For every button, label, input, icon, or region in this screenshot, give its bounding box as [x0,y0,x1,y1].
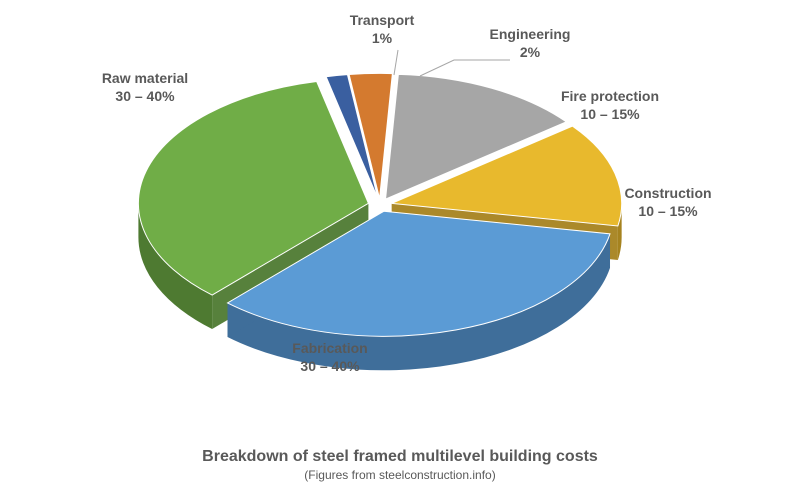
label-value-raw_material: 30 – 40% [65,88,225,106]
leader-transport [394,50,398,75]
label-construction: Construction10 – 15% [588,185,748,220]
label-name-transport: Transport [302,12,462,30]
label-fire_protection: Fire protection10 – 15% [530,88,690,123]
label-value-fire_protection: 10 – 15% [530,106,690,124]
chart-subtitle: (Figures from steelconstruction.info) [304,468,495,482]
label-value-fabrication: 30 – 40% [250,358,410,376]
label-value-construction: 10 – 15% [588,203,748,221]
label-name-fire_protection: Fire protection [530,88,690,106]
label-transport: Transport1% [302,12,462,47]
chart-container: Breakdown of steel framed multilevel bui… [0,0,800,500]
label-name-engineering: Engineering [450,26,610,44]
chart-title: Breakdown of steel framed multilevel bui… [202,448,598,465]
label-value-engineering: 2% [450,44,610,62]
label-raw_material: Raw material30 – 40% [65,70,225,105]
label-name-raw_material: Raw material [65,70,225,88]
label-fabrication: Fabrication30 – 40% [250,340,410,375]
leader-engineering [420,60,510,76]
label-name-construction: Construction [588,185,748,203]
label-value-transport: 1% [302,30,462,48]
label-engineering: Engineering2% [450,26,610,61]
label-name-fabrication: Fabrication [250,340,410,358]
